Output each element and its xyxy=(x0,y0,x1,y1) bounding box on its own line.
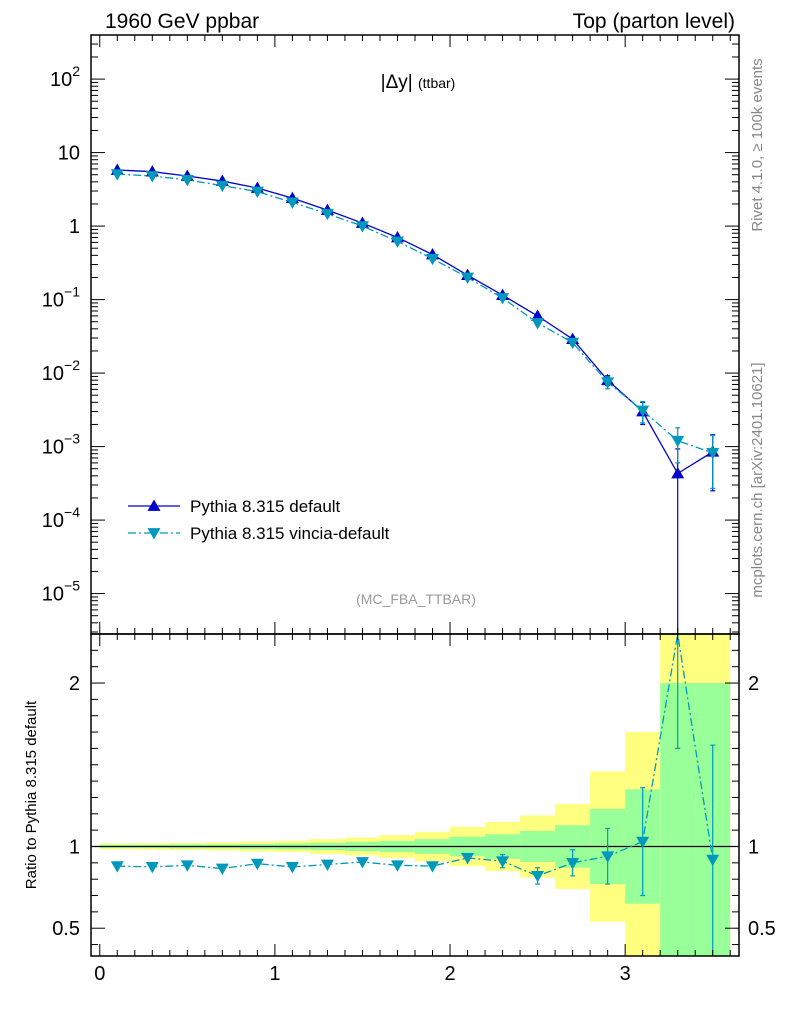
y-tick-base: 10 xyxy=(42,363,64,385)
ratio-point xyxy=(250,858,264,871)
legend-marker-vincia xyxy=(147,528,161,540)
data-point-vincia xyxy=(355,221,369,233)
y-tick-label: 1 xyxy=(69,216,80,238)
y-tick-exponent: −4 xyxy=(64,504,80,520)
y-tick-exponent: 2 xyxy=(72,63,80,79)
ratio-tick-label-right: 1 xyxy=(748,836,759,858)
legend-label-default: Pythia 8.315 default xyxy=(190,497,341,516)
data-point-vincia xyxy=(250,186,264,199)
watermark: (MC_FBA_TTBAR) xyxy=(356,591,476,607)
series-line-default xyxy=(117,169,714,475)
ratio-ylabel: Ratio to Pythia 8.315 default xyxy=(23,700,40,889)
ratio-tick-label-right: 2 xyxy=(748,673,759,695)
data-point-vincia xyxy=(636,405,650,417)
data-point-vincia xyxy=(531,318,545,330)
y-tick-base: 10 xyxy=(42,510,64,532)
main-plot-area xyxy=(110,163,720,634)
y-tick-base: 10 xyxy=(42,290,64,312)
data-point-vincia xyxy=(601,377,615,389)
y-tick-label: 10−3 xyxy=(42,431,80,459)
series-line-vincia xyxy=(117,173,713,454)
y-tick-label: 10−2 xyxy=(42,357,80,385)
data-point-vincia xyxy=(215,180,229,193)
ratio-point xyxy=(390,860,404,872)
data-point-vincia xyxy=(461,272,475,284)
y-tick-label: 10−1 xyxy=(42,284,80,312)
y-tick-base: 10 xyxy=(50,69,72,91)
ratio-tick-label-left: 2 xyxy=(69,673,80,695)
ratio-point xyxy=(215,863,229,876)
legend-marker-default xyxy=(147,499,161,511)
y-tick-label: 10 xyxy=(58,143,80,165)
ratio-point xyxy=(461,853,475,865)
data-point-vincia xyxy=(426,253,440,266)
ratio-point xyxy=(566,857,580,870)
y-tick-exponent: −5 xyxy=(64,578,80,594)
ratio-plot-area xyxy=(91,634,739,956)
data-point-vincia xyxy=(671,435,685,448)
plot-title-main: |Δy| xyxy=(381,72,413,93)
header-right: Top (parton level) xyxy=(573,10,735,33)
ratio-tick-label-right: 0.5 xyxy=(748,918,776,940)
ratio-point xyxy=(426,861,440,873)
x-tick-label: 3 xyxy=(620,963,631,985)
x-tick-label: 0 xyxy=(94,963,105,985)
data-point-default xyxy=(531,309,545,321)
ratio-point xyxy=(496,856,510,868)
side-label-bottom: mcplots.cern.ch [arXiv:2401.10621] xyxy=(749,362,766,597)
header-left: 1960 GeV ppbar xyxy=(105,10,259,33)
data-point-vincia xyxy=(706,448,720,460)
ratio-point xyxy=(110,861,124,873)
ratio-point xyxy=(601,851,615,863)
data-point-default xyxy=(671,467,685,479)
y-tick-label: 102 xyxy=(50,63,80,91)
ratio-point xyxy=(180,860,194,872)
ratio-point xyxy=(355,857,369,869)
ratio-point xyxy=(706,854,720,867)
x-tick-label: 2 xyxy=(444,963,455,985)
y-tick-base: 10 xyxy=(42,437,64,459)
y-tick-label: 10−5 xyxy=(42,578,80,606)
y-tick-exponent: −2 xyxy=(64,357,80,373)
plot-title-suffix: (ttbar) xyxy=(418,75,455,91)
legend-label-vincia: Pythia 8.315 vincia-default xyxy=(190,524,390,543)
ratio-point xyxy=(636,836,650,849)
data-point-vincia xyxy=(496,293,510,305)
ratio-tick-label-left: 0.5 xyxy=(52,918,80,940)
plot-title: |Δy| (ttbar) xyxy=(381,72,456,93)
data-point-vincia xyxy=(145,171,159,183)
y-tick-label: 10−4 xyxy=(42,504,80,532)
data-point-vincia xyxy=(390,236,404,248)
ratio-point xyxy=(531,871,545,883)
ratio-point xyxy=(285,862,299,874)
side-label-top: Rivet 4.1.0, ≥ 100k events xyxy=(749,58,766,231)
data-point-vincia xyxy=(566,337,580,350)
y-tick-base: 10 xyxy=(58,143,80,165)
ratio-line xyxy=(117,634,714,877)
y-tick-exponent: −1 xyxy=(64,284,80,300)
y-tick-base: 1 xyxy=(69,216,80,238)
ratio-point xyxy=(145,862,159,874)
data-point-vincia xyxy=(110,169,124,181)
data-point-vincia xyxy=(285,197,299,209)
data-point-vincia xyxy=(320,208,334,221)
y-tick-base: 10 xyxy=(42,584,64,606)
ratio-point xyxy=(320,859,334,871)
data-point-vincia xyxy=(180,175,194,187)
y-tick-exponent: −3 xyxy=(64,431,80,447)
ratio-tick-label-left: 1 xyxy=(69,836,80,858)
x-tick-label: 1 xyxy=(269,963,280,985)
main-plot-frame xyxy=(90,34,740,635)
